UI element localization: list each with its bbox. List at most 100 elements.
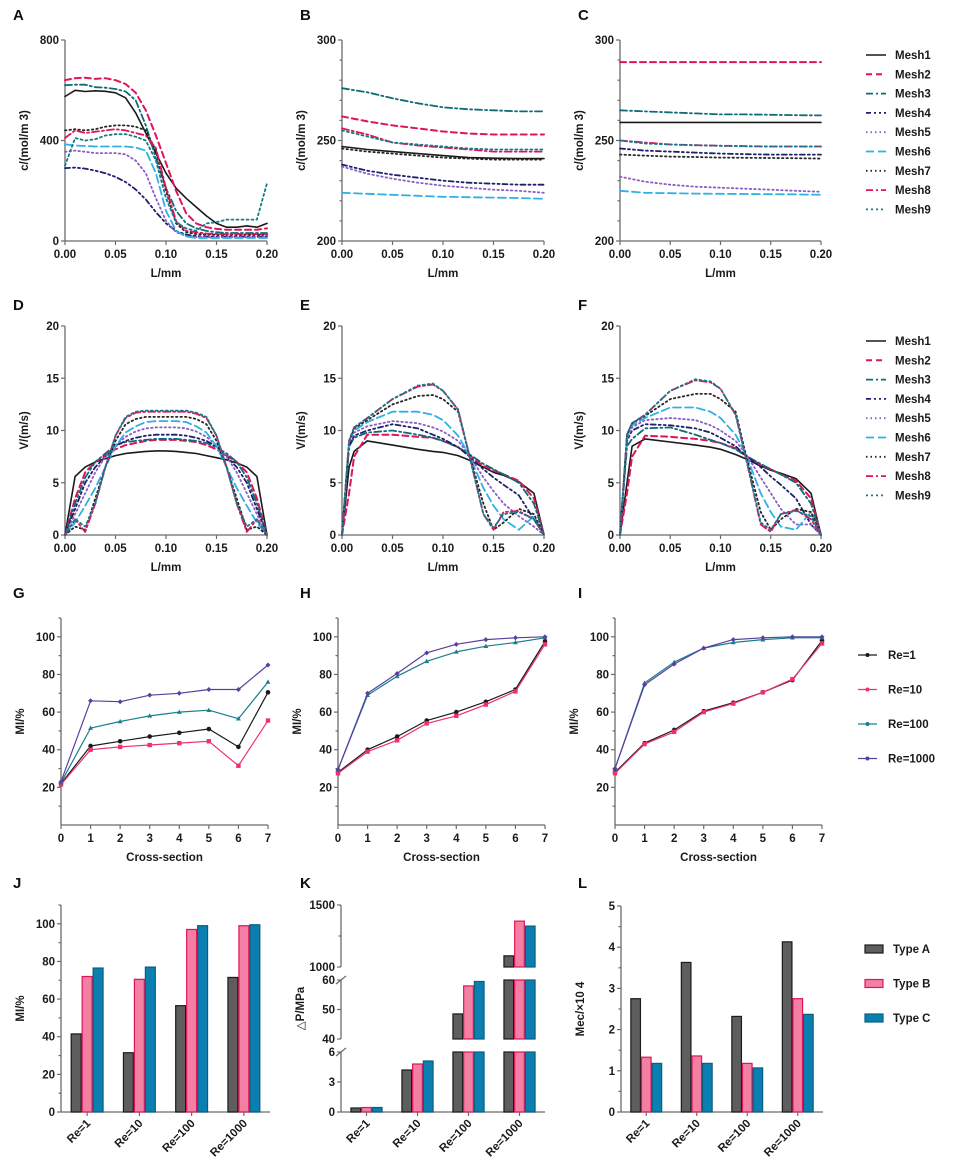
data-point [483,643,489,649]
y-tick-label: 20 [319,782,332,794]
bar-type-a [401,1069,413,1113]
series-line-mesh6 [64,420,268,536]
series-line-re-100 [337,637,546,771]
series-line-re-10 [60,719,269,786]
x-tick-label: 0.00 [609,543,631,555]
panel-F: F 0.00 0.05 0.10 0.15 0.20 0 5 10 15 20 L/mm V/(m/s) [574,297,832,574]
bar-type-b [463,985,474,1040]
data-point [542,642,548,647]
bar-type-b [691,1055,703,1113]
x-tick-label: 0.20 [533,543,555,555]
panel-label: K [300,875,311,892]
legend-label: Mesh8 [895,185,931,197]
series-line-mesh1 [341,440,545,536]
series-line-mesh2 [341,433,545,536]
x-tick-label: 0.15 [482,543,505,555]
x-tick-label: 0.10 [432,249,454,261]
data-point [424,721,429,726]
series-line-mesh5 [619,175,822,193]
data-point [394,738,400,743]
y-axis-label: MI/% [569,708,581,734]
data-point [819,634,825,640]
x-tick-label: 0 [58,833,64,845]
x-tick-label: Re=100 [437,1118,474,1155]
bar-type-a [503,1051,515,1113]
panel-L: L 0 1 2 3 4 5 Mec/×10 4 Re=1 Re=10 Re=100 Re=1000 [575,875,823,1159]
bar-type-a [503,955,515,968]
y-tick-label: 10 [323,426,336,438]
x-tick-label: Re=1 [65,1117,94,1146]
legend-label: Mesh6 [895,147,931,159]
series-line-mesh1 [619,438,822,536]
y-tick-label: 20 [596,782,609,794]
y-tick-label: 250 [595,136,614,148]
y-tick-label: 1 [609,1066,616,1078]
x-tick-label: 0.15 [482,249,505,261]
series-line-mesh9 [64,133,268,232]
bar-type-b [514,979,525,1040]
series-line-mesh9 [619,139,822,148]
bar-type-c [524,979,536,1040]
data-point [760,690,766,695]
legend-mesh-middle: Mesh1 Mesh2 Mesh3 Mesh4 Mesh5 Mesh6 Mesh7 Mesh8… [866,336,931,502]
x-tick-label: Re=10 [670,1118,703,1151]
x-tick-label: 0.20 [533,249,555,261]
x-tick-label: 0.05 [104,249,127,261]
data-point [177,740,182,746]
x-tick-label: 4 [176,833,183,845]
series-line-mesh4 [341,163,545,186]
legend-label: Mesh9 [895,204,931,216]
series-line-mesh9 [64,409,268,536]
panel-C: C 0.00 0.05 0.10 0.15 0.20 200 250 300 L/mm c/(mol… [574,7,832,280]
data-point [176,730,182,736]
y-tick-label: 20 [323,321,336,333]
data-point [147,742,152,748]
y-tick-label: 10 [601,426,614,438]
series-line-mesh5 [341,420,545,536]
y-axis-label: c/(mol/m 3) [19,110,31,171]
data-point [265,690,271,695]
x-tick-label: 7 [819,833,825,845]
y-tick-label: 80 [42,956,55,968]
series-line-mesh4 [619,423,822,536]
y-tick-label: 5 [330,478,337,490]
legend-label: Re=1000 [888,754,935,766]
data-point [206,739,212,744]
bar-type-c [197,925,209,1113]
y-tick-label: 80 [42,669,55,681]
series-line-re-10 [614,642,823,774]
bar-type-a [227,976,239,1113]
x-axis-label: L/mm [705,268,736,280]
bar-type-b [514,1051,525,1113]
legend-type: Type A Type B Type C [864,944,931,1025]
legend-re: Re=1 Re=10 Re=100 Re=1000 [858,650,935,766]
y-axis-label: V/(m/s) [574,411,586,450]
bar-type-c [701,1062,713,1113]
y-tick-label: 4 [609,942,616,954]
data-point [235,687,241,693]
series-line-mesh4 [619,147,822,156]
data-point [612,766,618,772]
x-tick-label: 0.20 [256,543,278,555]
series-line-mesh9 [341,382,545,536]
data-point [513,639,518,645]
data-point [513,689,518,694]
legend-label: Mesh2 [895,69,931,81]
y-tick-label: 1000 [309,962,335,974]
x-tick-label: 0.05 [659,249,682,261]
series-line-mesh1 [64,89,268,228]
data-point [453,709,459,715]
series-line-mesh6 [619,406,822,536]
legend-label: Type B [893,979,931,991]
series-line-mesh4 [64,433,268,536]
bar-type-c [92,967,104,1113]
bar-type-a [503,979,515,1040]
data-point [701,709,706,715]
x-tick-label: Re=100 [716,1118,753,1155]
panel-label: J [13,875,21,892]
y-tick-label: 80 [596,669,609,681]
y-tick-label: 10 [46,426,59,438]
bar-type-c [752,1067,764,1113]
data-point [789,634,795,640]
bar-type-b [81,975,93,1113]
